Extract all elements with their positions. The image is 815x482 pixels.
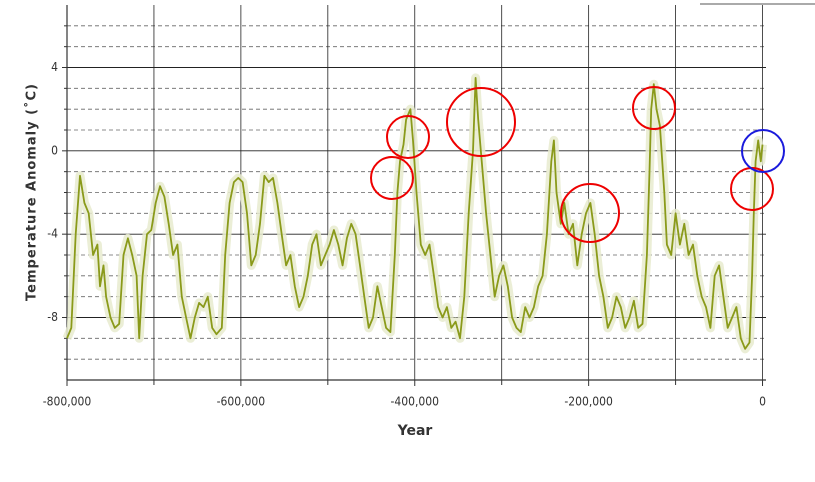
highlight-circle [632, 86, 676, 130]
highlight-circle [741, 129, 785, 173]
y-tick-label: 0 [51, 143, 58, 157]
highlight-circle [370, 156, 414, 200]
x-tick-label: -800,000 [43, 395, 92, 409]
highlight-circle [560, 183, 620, 243]
highlight-circle [386, 115, 430, 159]
x-tick-label: -600,000 [217, 395, 266, 409]
x-tick-label: -200,000 [564, 395, 613, 409]
y-tick-label: 4 [51, 60, 58, 74]
y-tick-label: -8 [47, 310, 58, 324]
highlight-circle [446, 87, 516, 157]
x-tick-label: -400,000 [390, 395, 439, 409]
y-axis-label: Temperature Anomaly (˚C) [24, 83, 40, 301]
plot-area: 4 0 -4 -8 -800,000 -600,000 -400,000 -200,000 0 [43, 5, 767, 409]
data-line [66, 77, 764, 350]
y-tick-label: -4 [47, 227, 58, 241]
x-tick-label: 0 [759, 395, 766, 409]
x-axis-label: Year [397, 423, 433, 439]
